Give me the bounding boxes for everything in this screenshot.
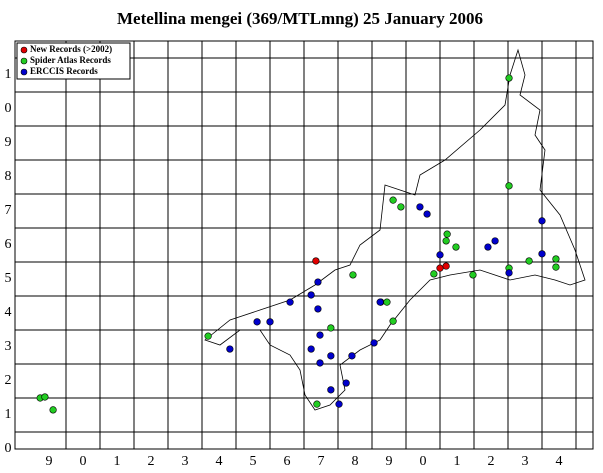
record-dot <box>349 271 357 279</box>
record-dot <box>397 203 405 211</box>
record-dot <box>314 278 322 286</box>
legend-swatch <box>20 46 28 54</box>
x-tick-label: 3 <box>182 454 189 469</box>
y-tick-label: 5 <box>5 271 12 286</box>
legend-label: Spider Atlas Records <box>30 55 111 65</box>
record-dot <box>505 182 513 190</box>
record-dot <box>442 237 450 245</box>
record-dot <box>525 257 533 265</box>
x-tick-label: 2 <box>148 454 155 469</box>
legend-box <box>16 42 131 80</box>
record-dot <box>370 339 378 347</box>
record-dot <box>436 264 444 272</box>
record-dot <box>266 318 274 326</box>
record-dot <box>491 237 499 245</box>
record-dot <box>383 298 391 306</box>
legend-swatch <box>20 68 28 76</box>
record-dot <box>286 298 294 306</box>
x-tick-label: 3 <box>522 454 529 469</box>
record-dot <box>204 332 212 340</box>
x-tick-label: 8 <box>352 454 359 469</box>
x-tick-label: 1 <box>114 454 121 469</box>
x-tick-label: 0 <box>80 454 87 469</box>
record-dot <box>327 324 335 332</box>
record-dot <box>436 251 444 259</box>
record-dot <box>484 243 492 251</box>
record-dot <box>389 317 397 325</box>
y-tick-label: 1 <box>5 407 12 422</box>
x-tick-label: 0 <box>420 454 427 469</box>
record-dot <box>314 305 322 313</box>
y-tick-label: 9 <box>5 135 12 150</box>
x-tick-label: 5 <box>250 454 257 469</box>
record-dot <box>307 345 315 353</box>
record-dot <box>423 210 431 218</box>
record-dot <box>452 243 460 251</box>
record-dot <box>342 379 350 387</box>
x-tick-label: 7 <box>318 454 325 469</box>
record-dot <box>327 386 335 394</box>
legend: New Records (>2002)Spider Atlas RecordsE… <box>16 42 131 80</box>
record-dot <box>505 269 513 277</box>
record-dot <box>376 298 384 306</box>
coastline <box>204 48 586 411</box>
record-dot <box>538 250 546 258</box>
record-dot <box>313 400 321 408</box>
y-tick-label: 0 <box>5 441 12 456</box>
record-dot <box>316 331 324 339</box>
legend-label: New Records (>2002) <box>30 44 112 54</box>
record-dot <box>312 257 320 265</box>
record-dot <box>416 203 424 211</box>
x-tick-label: 2 <box>488 454 495 469</box>
x-tick-label: 4 <box>216 454 223 469</box>
record-dot <box>335 400 343 408</box>
records <box>36 74 560 414</box>
y-tick-label: 7 <box>5 203 12 218</box>
record-dot <box>442 262 450 270</box>
map-title: Metellina mengei (369/MTLmng) 25 January… <box>117 9 483 28</box>
record-dot <box>505 74 513 82</box>
y-tick-label: 0 <box>5 101 12 116</box>
x-tick-label: 6 <box>284 454 291 469</box>
record-dot <box>389 196 397 204</box>
x-tick-label: 9 <box>46 454 53 469</box>
x-tick-label: 9 <box>386 454 393 469</box>
record-dot <box>348 352 356 360</box>
record-dot <box>469 271 477 279</box>
x-tick-label: 4 <box>556 454 563 469</box>
record-dot <box>316 359 324 367</box>
record-dot <box>443 230 451 238</box>
x-tick-label: 1 <box>454 454 461 469</box>
y-tick-label: 8 <box>5 169 12 184</box>
record-dot <box>327 352 335 360</box>
record-dot <box>226 345 234 353</box>
y-tick-label: 3 <box>5 339 12 354</box>
grid: 9 0 1 2 3 4 5 6 7 8 9 0 1 2 3 4 0 1 2 3 4 5 6 7 8 9 0 1 <box>5 40 594 469</box>
record-dot <box>552 255 560 263</box>
record-dot <box>49 406 57 414</box>
y-tick-label: 1 <box>5 67 12 82</box>
legend-swatch <box>20 57 28 65</box>
record-dot <box>253 318 261 326</box>
record-dot <box>430 270 438 278</box>
y-tick-label: 4 <box>5 305 12 320</box>
record-dot <box>538 217 546 225</box>
record-dot <box>552 263 560 271</box>
y-tick-label: 6 <box>5 237 12 252</box>
record-dot <box>41 393 49 401</box>
legend-label: ERCCIS Records <box>30 66 98 76</box>
y-tick-label: 2 <box>5 373 12 388</box>
record-dot <box>307 291 315 299</box>
